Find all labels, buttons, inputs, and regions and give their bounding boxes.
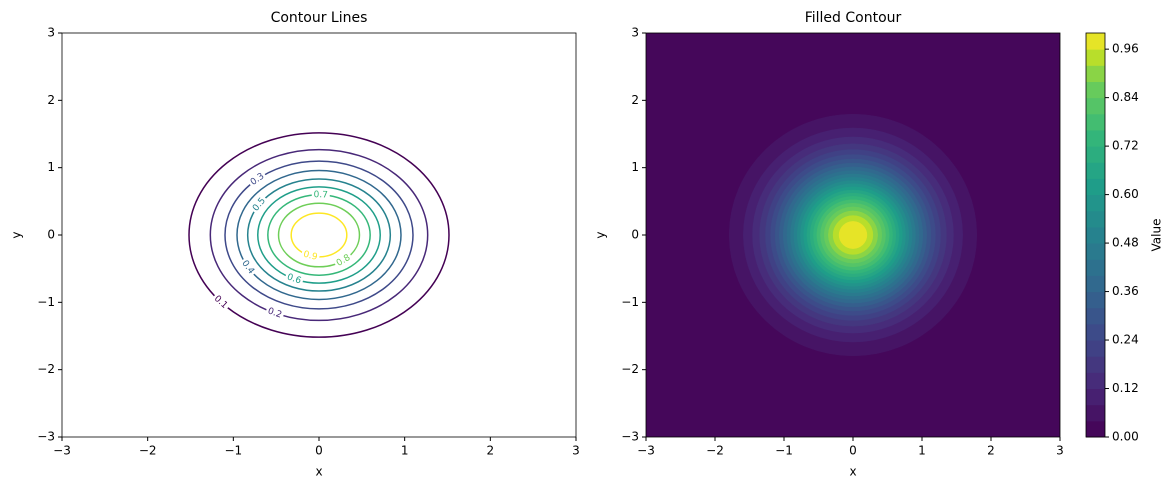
x-axis-label: x <box>315 465 322 479</box>
colorbar-band <box>1086 81 1105 99</box>
colorbar-band <box>1086 372 1105 390</box>
contour-label-gap <box>210 291 232 313</box>
colorbar-band <box>1086 275 1105 293</box>
colorbar-tick-label: 0.84 <box>1112 90 1139 104</box>
y-tick-label: 1 <box>631 160 639 174</box>
x-tick-label: 0 <box>315 444 323 458</box>
contour-line <box>277 202 361 268</box>
contour-label-gap <box>300 247 321 264</box>
axes: 0.10.20.30.40.50.60.70.80.9−3 −2 −1 0 1 2 3−3−… <box>10 10 580 479</box>
colorbar-band <box>1086 49 1105 66</box>
colorbar-band <box>1086 97 1105 115</box>
contour-label-gap <box>248 193 270 216</box>
y-tick-label: 2 <box>631 93 639 107</box>
x-tick-label: −2 <box>706 444 724 458</box>
colorbar-tick-label: 0.24 <box>1112 333 1139 347</box>
contour-line <box>236 169 402 301</box>
y-tick-label: 3 <box>631 26 639 40</box>
y-tick-label: −1 <box>37 295 55 309</box>
colorbar-band <box>1086 291 1105 309</box>
colorbar-band <box>1086 162 1105 179</box>
x-tick-label: −3 <box>637 444 655 458</box>
colorbar-tick-label: 0.00 <box>1112 430 1139 444</box>
y-tick-label: −3 <box>37 430 55 444</box>
y-axis-label: y <box>10 231 24 238</box>
y-tick-label: 1 <box>47 160 55 174</box>
colorbar-band <box>1086 113 1105 131</box>
contour-line <box>224 160 414 310</box>
colorbar-band <box>1086 388 1105 406</box>
colorbar-tick-label: 0.60 <box>1112 187 1139 201</box>
colorbar-frame <box>1085 32 1106 438</box>
colorbar-band <box>1086 226 1105 244</box>
colorbar-tick-label: 0.96 <box>1112 42 1139 56</box>
y-axis-label: y <box>594 231 608 238</box>
contour-label: 0.6 <box>286 272 303 286</box>
x-tick-label: 1 <box>401 444 409 458</box>
axes: 0.00 0.12 0.24 0.36 0.48 0.60 0.72 0.84 0.96 Valu… <box>594 10 1164 479</box>
x-tick-label: 1 <box>918 444 926 458</box>
y-tick-label: −2 <box>37 362 55 376</box>
colorbar-tick-label: 0.12 <box>1112 381 1139 395</box>
contour-label: 0.9 <box>302 250 319 263</box>
x-tick-label: 3 <box>1056 444 1064 458</box>
colorbar-band <box>1086 65 1105 82</box>
colorbar-band <box>1086 243 1105 260</box>
filled-band <box>838 221 868 249</box>
colorbar-band <box>1086 129 1105 147</box>
colorbar-tick-label: 0.72 <box>1112 139 1139 153</box>
colorbar-band <box>1086 178 1105 196</box>
contour-line <box>246 178 392 292</box>
y-tick-label: 2 <box>47 93 55 107</box>
colorbar-label: Value <box>1150 219 1164 252</box>
contour-label: 0.2 <box>266 306 283 320</box>
x-tick-label: 0 <box>849 444 857 458</box>
x-tick-label: −3 <box>53 444 71 458</box>
colorbar-band <box>1086 356 1105 373</box>
colorbar-band <box>1086 146 1105 163</box>
chart-title: Filled Contour <box>805 10 902 26</box>
colorbar-band <box>1086 404 1105 422</box>
x-tick-label: −1 <box>775 444 793 458</box>
colorbar-tick-label: 0.48 <box>1112 236 1139 250</box>
colorbar-tick-label: 0.36 <box>1112 284 1139 298</box>
contour-label-gap <box>264 304 286 322</box>
x-tick-label: −1 <box>224 444 242 458</box>
colorbar-band <box>1086 420 1105 438</box>
contour-line <box>290 212 348 258</box>
colorbar-band <box>1086 307 1105 325</box>
contour-line <box>257 186 381 284</box>
contour-line <box>188 132 450 338</box>
x-tick-label: 2 <box>987 444 995 458</box>
colorbar-band <box>1086 33 1105 50</box>
y-tick-label: 3 <box>47 26 55 40</box>
colorbar-band <box>1086 194 1105 212</box>
contour-line <box>267 194 371 276</box>
contour-label-gap <box>237 256 259 279</box>
colorbar-band <box>1086 340 1105 357</box>
contour-label-gap <box>246 169 269 190</box>
y-tick-label: 0 <box>47 228 55 242</box>
contour-label-gap <box>283 270 305 288</box>
x-tick-label: 3 <box>572 444 580 458</box>
colorbar-band <box>1086 210 1105 228</box>
axes-frame <box>61 32 577 438</box>
chart-title: Contour Lines <box>271 10 368 26</box>
x-axis-label: x <box>849 465 856 479</box>
contour-line <box>209 148 429 322</box>
contour-label-gap <box>332 250 355 271</box>
contour-label: 0.7 <box>313 190 328 200</box>
y-tick-label: 0 <box>631 228 639 242</box>
x-tick-label: 2 <box>487 444 495 458</box>
colorbar-band <box>1086 323 1105 341</box>
y-tick-label: −2 <box>621 362 639 376</box>
y-tick-label: −3 <box>621 430 639 444</box>
y-tick-label: −1 <box>621 295 639 309</box>
x-tick-label: −2 <box>139 444 157 458</box>
contour-label-gap <box>311 188 330 202</box>
colorbar-band <box>1086 259 1105 276</box>
